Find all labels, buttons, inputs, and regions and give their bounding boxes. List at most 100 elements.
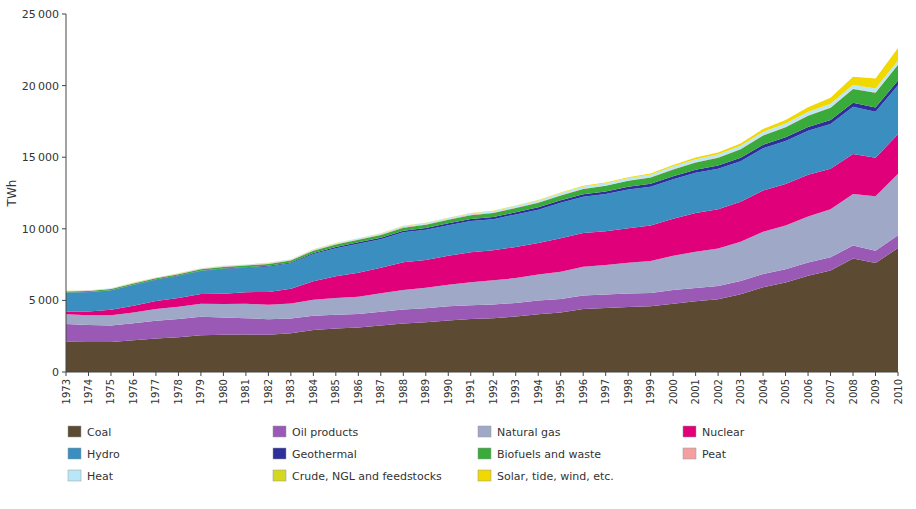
x-tick xyxy=(470,372,471,376)
legend-label: Coal xyxy=(87,426,111,439)
x-tick xyxy=(808,372,809,376)
x-tick xyxy=(560,372,561,376)
x-tick-label: 1998 xyxy=(623,379,634,404)
x-tick-label: 2000 xyxy=(668,379,679,404)
x-tick-label: 1996 xyxy=(578,379,589,404)
areas xyxy=(66,48,898,372)
x-tick xyxy=(515,372,516,376)
x-tick-label: 1994 xyxy=(533,379,544,404)
legend-swatch xyxy=(683,448,696,459)
x-tick xyxy=(673,372,674,376)
x-tick-label: 1990 xyxy=(443,379,454,404)
x-tick-label: 1975 xyxy=(105,379,116,404)
x-tick xyxy=(538,372,539,376)
y-tick-label: 20 000 xyxy=(22,80,59,93)
chart: 0 5 000 10 000 15 000 20 000 25 000 TWh 1973 197… xyxy=(0,0,916,509)
area xyxy=(66,65,898,293)
x-tick-label: 1993 xyxy=(510,379,521,404)
y-tick xyxy=(62,14,66,15)
x-tick-label: 1985 xyxy=(330,379,341,404)
legend-label: Biofuels and waste xyxy=(497,448,601,461)
x-tick xyxy=(133,372,134,376)
x-tick xyxy=(605,372,606,376)
x-tick-label: 2004 xyxy=(758,379,769,404)
y-tick-label: 0 xyxy=(52,366,59,379)
x-tick-label: 2006 xyxy=(803,379,814,404)
legend-swatch xyxy=(273,426,286,437)
x-tick-label: 1999 xyxy=(645,379,656,404)
x-tick-label: 1987 xyxy=(375,379,386,404)
x-tick-label: 1991 xyxy=(465,379,476,404)
legend-label: Nuclear xyxy=(702,426,745,439)
area xyxy=(66,64,898,291)
x-tick-label: 1992 xyxy=(488,379,499,404)
x-tick-label: 2001 xyxy=(690,379,701,404)
x-tick-label: 1979 xyxy=(195,379,206,404)
y-tick xyxy=(62,372,66,373)
y-tick xyxy=(62,228,66,229)
x-tick-label: 2007 xyxy=(825,379,836,404)
y-tick xyxy=(62,157,66,158)
legend-swatch xyxy=(478,448,491,459)
y-axis-line xyxy=(66,14,67,372)
x-tick xyxy=(583,372,584,376)
legend-swatch xyxy=(478,426,491,437)
x-tick xyxy=(425,372,426,376)
x-tick xyxy=(110,372,111,376)
x-tick-label: 2010 xyxy=(893,379,904,404)
legend-swatch xyxy=(683,426,696,437)
x-tick xyxy=(290,372,291,376)
x-tick xyxy=(335,372,336,376)
x-tick-label: 1974 xyxy=(83,379,94,404)
x-tick-label: 1995 xyxy=(555,379,566,404)
x-tick xyxy=(155,372,156,376)
y-tick-label: 10 000 xyxy=(22,223,59,236)
legend-label: Crude, NGL and feedstocks xyxy=(292,470,442,483)
x-axis-line xyxy=(66,372,898,373)
legend-swatch xyxy=(273,470,286,481)
legend-label: Oil products xyxy=(292,426,359,439)
legend-swatch xyxy=(273,448,286,459)
legend-swatch xyxy=(68,448,81,459)
x-tick xyxy=(403,372,404,376)
legend-swatch xyxy=(68,470,81,481)
y-tick xyxy=(62,300,66,301)
legend: CoalOil productsNatural gasNuclearHydroG… xyxy=(68,426,745,483)
y-tick-label: 5 000 xyxy=(29,294,59,307)
legend-label: Solar, tide, wind, etc. xyxy=(497,470,614,483)
y-tick-label: 15 000 xyxy=(22,151,59,164)
x-tick xyxy=(740,372,741,376)
x-tick xyxy=(200,372,201,376)
x-tick xyxy=(875,372,876,376)
area xyxy=(66,48,898,291)
area xyxy=(66,60,898,291)
x-tick-label: 1973 xyxy=(61,379,72,404)
x-tick-label: 2009 xyxy=(870,379,881,404)
x-tick-label: 1980 xyxy=(218,379,229,404)
legend-swatch xyxy=(68,426,81,437)
x-tick-label: 1984 xyxy=(308,379,319,404)
x-tick-label: 2003 xyxy=(735,379,746,404)
area xyxy=(66,85,898,311)
x-tick-label: 1976 xyxy=(128,379,139,404)
y-tick-label: 25 000 xyxy=(22,8,59,21)
x-tick xyxy=(718,372,719,376)
x-tick-label: 1977 xyxy=(150,379,161,404)
x-tick-label: 1989 xyxy=(420,379,431,404)
x-tick xyxy=(380,372,381,376)
y-tick xyxy=(62,85,66,86)
x-tick-label: 2005 xyxy=(780,379,791,404)
x-tick xyxy=(628,372,629,376)
legend-label: Natural gas xyxy=(497,426,561,439)
x-tick xyxy=(268,372,269,376)
x-tick-label: 1986 xyxy=(353,379,364,404)
legend-label: Geothermal xyxy=(292,448,357,461)
x-tick xyxy=(695,372,696,376)
x-tick xyxy=(493,372,494,376)
area xyxy=(66,60,898,291)
x-tick-label: 1978 xyxy=(173,379,184,404)
x-tick-label: 2002 xyxy=(713,379,724,404)
x-tick-label: 2008 xyxy=(848,379,859,404)
x-tick xyxy=(830,372,831,376)
y-axis-label: TWh xyxy=(5,180,19,208)
